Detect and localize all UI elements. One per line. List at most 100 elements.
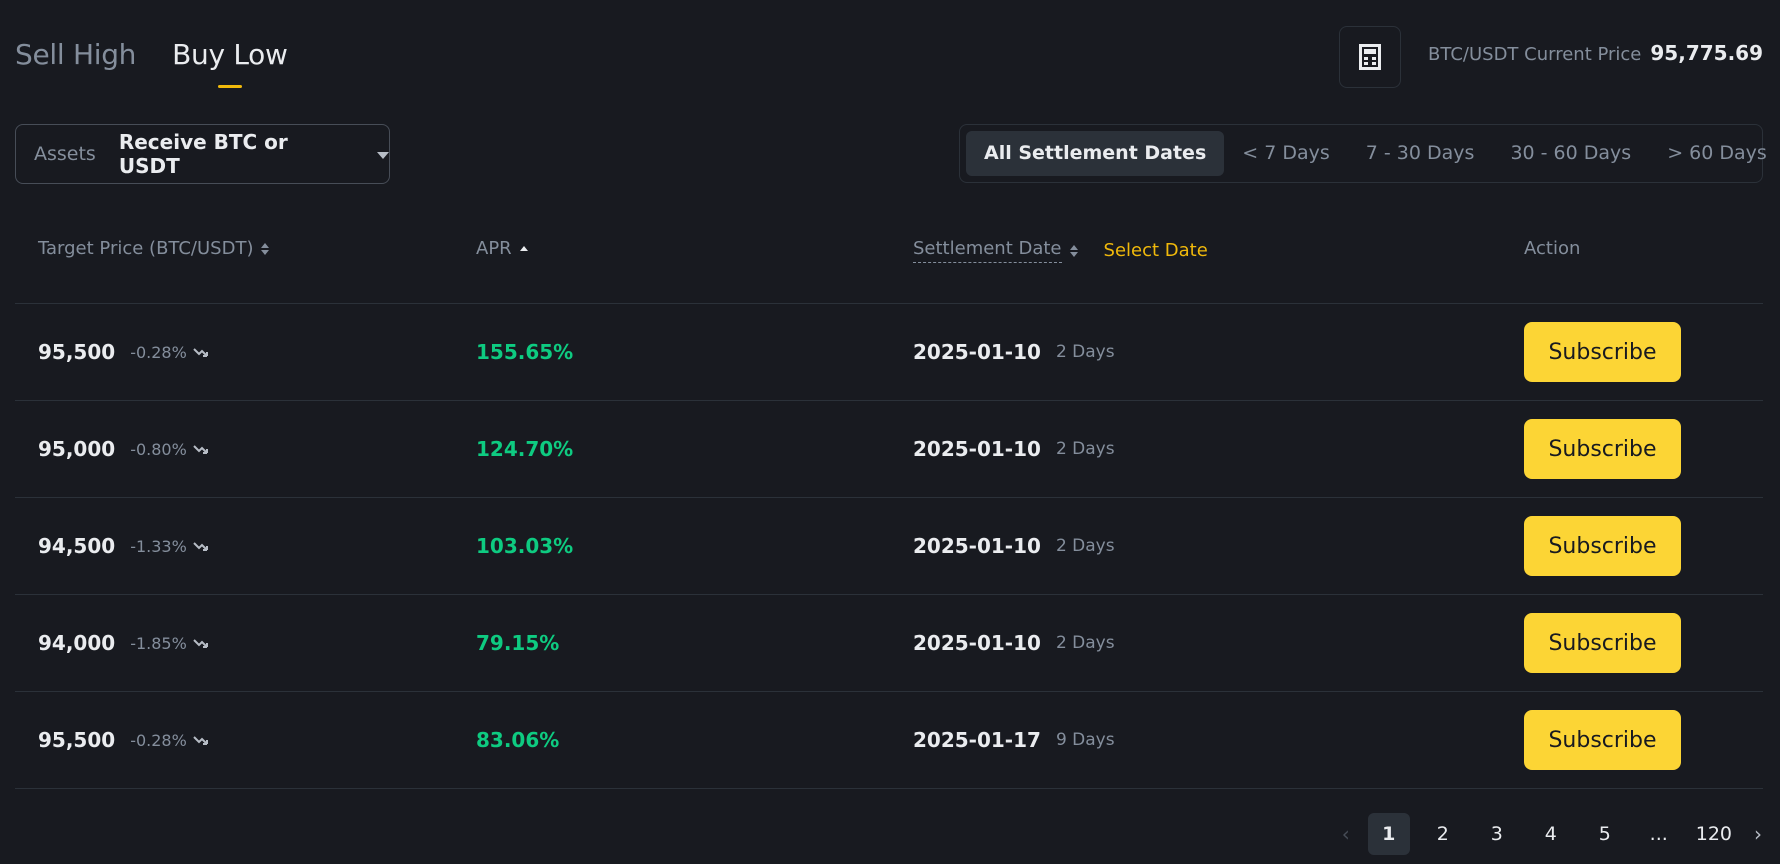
days-remaining: 9 Days	[1055, 730, 1115, 750]
target-price: 95,500	[38, 340, 116, 364]
target-price-cell: 95,500 -0.28%	[38, 692, 209, 788]
header-settlement-date-label: Settlement Date	[913, 238, 1062, 263]
apr-cell: 79.15%	[476, 595, 559, 691]
apr-value: 124.70%	[476, 437, 574, 461]
action-cell: Subscribe	[1524, 498, 1681, 594]
target-price: 94,000	[38, 631, 116, 655]
filter-less-than-7-days[interactable]: < 7 Days	[1242, 142, 1330, 164]
mode-tabs: Sell High Buy Low	[15, 36, 288, 88]
chevron-right-icon[interactable]: ›	[1754, 822, 1762, 846]
header-action-label: Action	[1524, 238, 1581, 259]
settlement-date-cell: 2025-01-10 2 Days	[913, 304, 1115, 400]
trend-down-icon	[193, 639, 208, 648]
target-price: 95,000	[38, 437, 116, 461]
settlement-date-cell: 2025-01-10 2 Days	[913, 498, 1115, 594]
settlement-date: 2025-01-10	[913, 340, 1041, 364]
subscribe-button[interactable]: Subscribe	[1524, 613, 1681, 673]
table-row: 94,000 -1.85% 79.15% 2025-01-10 2 Days S…	[15, 595, 1763, 692]
subscribe-button[interactable]: Subscribe	[1524, 419, 1681, 479]
page-ellipsis[interactable]: ...	[1649, 823, 1668, 845]
settlement-date-filter: All Settlement Dates < 7 Days 7 - 30 Day…	[959, 124, 1767, 183]
sort-icon	[1069, 244, 1078, 257]
subscribe-button[interactable]: Subscribe	[1524, 516, 1681, 576]
days-remaining: 2 Days	[1055, 536, 1115, 556]
apr-cell: 83.06%	[476, 692, 559, 788]
page-3-button[interactable]: 3	[1490, 823, 1503, 845]
action-cell: Subscribe	[1524, 401, 1681, 497]
assets-selected-value: Receive BTC or USDT	[118, 130, 288, 178]
target-price-cell: 95,000 -0.80%	[38, 401, 209, 497]
filter-more-than-60-days[interactable]: > 60 Days	[1667, 142, 1767, 164]
trend-down-icon	[193, 736, 208, 745]
caret-down-icon	[377, 151, 389, 159]
apr-cell: 103.03%	[476, 498, 573, 594]
header-target-price-label: Target Price (BTC/USDT)	[38, 238, 254, 259]
header-target-price[interactable]: Target Price (BTC/USDT)	[38, 238, 270, 259]
settlement-date: 2025-01-10	[913, 437, 1041, 461]
assets-dropdown[interactable]: Assets Receive BTC or USDT	[15, 124, 390, 184]
header-apr[interactable]: APR	[476, 238, 528, 259]
page-1-button[interactable]: 1	[1367, 813, 1410, 855]
apr-value: 79.15%	[476, 631, 560, 655]
apr-cell: 155.65%	[476, 304, 573, 400]
target-price: 95,500	[38, 728, 116, 752]
action-cell: Subscribe	[1524, 692, 1681, 788]
table-row: 95,500 -0.28% 155.65% 2025-01-10 2 Days …	[15, 304, 1763, 401]
page-2-button[interactable]: 2	[1436, 823, 1449, 845]
apr-value: 103.03%	[476, 534, 574, 558]
settlement-date-cell: 2025-01-10 2 Days	[913, 595, 1115, 691]
product-table-body: 95,500 -0.28% 155.65% 2025-01-10 2 Days …	[15, 303, 1763, 789]
header-settlement-date[interactable]: Settlement Date Select Date	[913, 238, 1208, 263]
header-apr-label: APR	[476, 238, 512, 259]
days-remaining: 2 Days	[1055, 439, 1115, 459]
action-cell: Subscribe	[1524, 304, 1681, 400]
price-change-percent: -0.28%	[130, 730, 187, 750]
target-price: 94,500	[38, 534, 116, 558]
filter-7-30-days[interactable]: 7 - 30 Days	[1365, 142, 1475, 164]
filter-all-settlement-dates[interactable]: All Settlement Dates	[966, 131, 1225, 176]
calculator-button[interactable]	[1339, 26, 1401, 88]
calculator-icon	[1359, 44, 1381, 70]
pagination: ‹ 1 2 3 4 5 ... 120 ›	[1324, 813, 1768, 855]
settlement-date: 2025-01-10	[913, 631, 1041, 655]
price-change-percent: -0.80%	[130, 439, 187, 459]
page-4-button[interactable]: 4	[1544, 823, 1557, 845]
chevron-left-icon[interactable]: ‹	[1341, 822, 1350, 846]
subscribe-button[interactable]: Subscribe	[1524, 322, 1681, 382]
subscribe-button[interactable]: Subscribe	[1524, 710, 1681, 770]
header-action: Action	[1524, 238, 1580, 259]
settlement-date: 2025-01-10	[913, 534, 1041, 558]
trend-down-icon	[193, 348, 208, 357]
settlement-date-cell: 2025-01-10 2 Days	[913, 401, 1115, 497]
action-cell: Subscribe	[1524, 595, 1681, 691]
target-price-cell: 94,000 -1.85%	[38, 595, 209, 691]
tab-sell-high[interactable]: Sell High	[15, 38, 137, 71]
trend-down-icon	[193, 542, 208, 551]
price-change-percent: -1.33%	[130, 536, 187, 556]
tab-buy-low[interactable]: Buy Low	[172, 36, 288, 88]
table-row: 95,000 -0.80% 124.70% 2025-01-10 2 Days …	[15, 401, 1763, 498]
target-price-cell: 95,500 -0.28%	[38, 304, 209, 400]
page-5-button[interactable]: 5	[1598, 823, 1611, 845]
page-120-button[interactable]: 120	[1695, 823, 1732, 845]
assets-label: Assets	[34, 143, 96, 165]
table-row: 94,500 -1.33% 103.03% 2025-01-10 2 Days …	[15, 498, 1763, 595]
apr-cell: 124.70%	[476, 401, 573, 497]
apr-value: 83.06%	[476, 728, 560, 752]
current-price-value: 95,775.69	[1650, 41, 1763, 65]
days-remaining: 2 Days	[1055, 633, 1115, 653]
target-price-cell: 94,500 -1.33%	[38, 498, 209, 594]
sort-ascending-icon	[519, 246, 528, 251]
days-remaining: 2 Days	[1055, 342, 1115, 362]
apr-value: 155.65%	[476, 340, 574, 364]
select-date-link[interactable]: Select Date	[1103, 240, 1208, 261]
current-price-label: BTC/USDT Current Price	[1428, 44, 1642, 65]
table-row: 95,500 -0.28% 83.06% 2025-01-17 9 Days S…	[15, 692, 1763, 789]
price-change-percent: -0.28%	[130, 342, 187, 362]
settlement-date: 2025-01-17	[913, 728, 1041, 752]
price-change-percent: -1.85%	[130, 633, 187, 653]
settlement-date-cell: 2025-01-17 9 Days	[913, 692, 1115, 788]
table-header: Target Price (BTC/USDT) APR Settlement D…	[15, 238, 1763, 270]
filter-30-60-days[interactable]: 30 - 60 Days	[1510, 142, 1632, 164]
